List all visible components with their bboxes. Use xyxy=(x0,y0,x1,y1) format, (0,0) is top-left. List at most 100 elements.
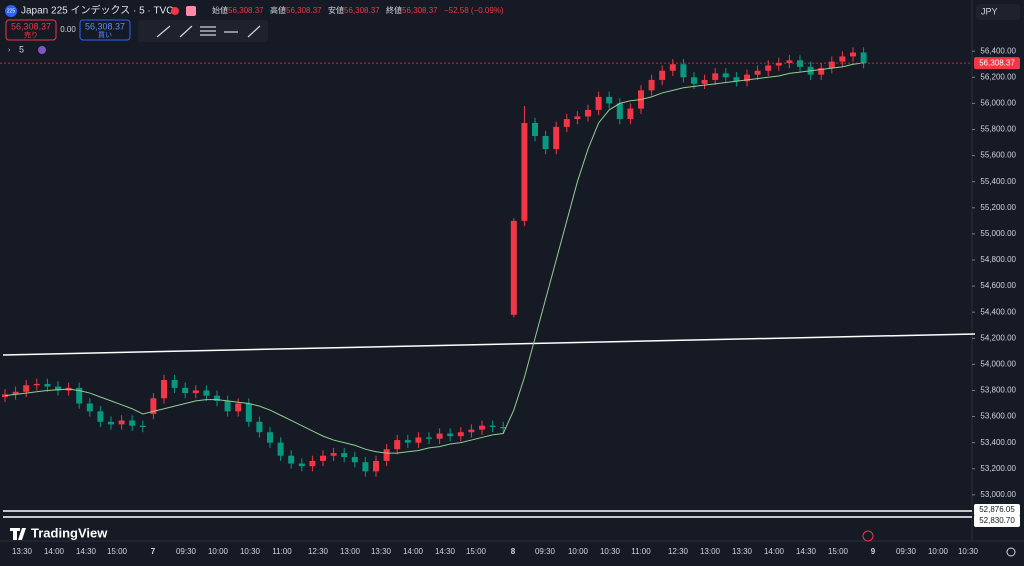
candle-body xyxy=(532,122,538,137)
candle-body xyxy=(235,403,242,412)
candle-body xyxy=(574,116,581,120)
candle-body xyxy=(510,220,517,315)
x-tick-label: 14:30 xyxy=(796,547,817,556)
candle-body xyxy=(606,96,613,104)
candle-body xyxy=(500,427,507,429)
candle-body xyxy=(669,64,676,71)
x-tick-label: 10:30 xyxy=(958,547,979,556)
buy-price: 56,308.37 xyxy=(85,21,125,31)
status-icon xyxy=(186,6,196,16)
price-tag xyxy=(974,504,1020,517)
candle-body xyxy=(404,440,411,443)
ohlc: 始値 56,308.37 高値 56,308.37 安値 56,308.37 終値 56,30… xyxy=(212,5,504,15)
candle-body xyxy=(12,391,19,395)
candle-body xyxy=(648,79,655,91)
interval[interactable]: 5 xyxy=(19,44,24,54)
currency[interactable]: JPY xyxy=(981,6,998,16)
x-tick-label: 15:00 xyxy=(107,547,128,556)
candle-body xyxy=(468,429,475,433)
sell-price: 56,308.37 xyxy=(11,21,51,31)
candle-body xyxy=(33,383,40,386)
y-tick-label: 55,800.00 xyxy=(980,125,1016,134)
candle-body xyxy=(139,425,146,427)
x-tick-label: 14:30 xyxy=(435,547,456,556)
candle-body xyxy=(479,425,485,430)
price-tag xyxy=(974,57,1020,70)
candle-body xyxy=(320,455,326,461)
y-tick-label: 54,200.00 xyxy=(980,333,1016,342)
y-tick-label: 53,000.00 xyxy=(980,490,1016,499)
logo-text: TradingView xyxy=(31,525,108,540)
x-tick-label: 15:00 xyxy=(828,547,849,556)
x-tick-label: 10:00 xyxy=(928,547,949,556)
trendline xyxy=(2,333,976,356)
candle-body xyxy=(489,425,496,427)
candle-body xyxy=(351,457,358,463)
x-tick-label: 10:30 xyxy=(240,547,261,556)
x-tick-label: 9 xyxy=(871,547,876,556)
ohlc-value: 56,308.37 xyxy=(344,6,380,15)
candle-body xyxy=(362,462,369,472)
candle-body xyxy=(161,380,167,399)
x-tick-label: 09:30 xyxy=(535,547,556,556)
ohlc-label: 安値 xyxy=(328,5,344,15)
symbol-icon xyxy=(5,5,17,17)
candle-body xyxy=(563,119,570,127)
y-tick-label: 54,400.00 xyxy=(980,307,1016,316)
y-tick-label: 55,600.00 xyxy=(980,151,1016,160)
x-tick-label: 13:00 xyxy=(340,547,361,556)
ohlc-label: 始値 xyxy=(212,5,228,15)
symbol-title[interactable]: Japan 225 インデックス · 5 · TVC xyxy=(21,4,174,17)
candle-body xyxy=(765,65,772,71)
sell-button[interactable] xyxy=(5,19,57,41)
candle-body xyxy=(457,432,464,437)
candle-body xyxy=(224,400,231,412)
y-tick-label: 55,000.00 xyxy=(980,229,1016,238)
candle-body xyxy=(850,52,856,57)
y-tick-label: 55,400.00 xyxy=(980,177,1016,186)
y-tick-label: 56,000.00 xyxy=(980,98,1016,107)
candle-body xyxy=(797,60,803,67)
x-tick-label: 14:00 xyxy=(44,547,65,556)
buy-button[interactable] xyxy=(79,19,131,41)
candle-body xyxy=(627,108,634,120)
candle-body xyxy=(86,403,93,412)
candle-body xyxy=(659,70,666,80)
spread: 0.00 xyxy=(60,25,76,34)
event-icon[interactable] xyxy=(862,530,874,542)
flag[interactable] xyxy=(171,7,179,15)
y-tick-label: 55,200.00 xyxy=(980,203,1016,212)
candle-body xyxy=(722,73,729,78)
ohlc-value: 56,308.37 xyxy=(228,6,264,15)
price-tag xyxy=(974,514,1020,527)
candle-body xyxy=(267,432,273,443)
candle-body xyxy=(55,386,61,391)
candle-body xyxy=(426,437,432,439)
y-tick-label: 56,400.00 xyxy=(980,46,1016,55)
settings-icon[interactable] xyxy=(1006,547,1016,557)
ohlc-value: 56,308.37 xyxy=(402,6,438,15)
candle-body xyxy=(192,390,199,394)
candle-body xyxy=(309,460,316,467)
y-tick-label: 54,600.00 xyxy=(980,281,1016,290)
x-tick-label: 10:30 xyxy=(600,547,621,556)
buy-label: 買い xyxy=(98,31,112,39)
x-tick-label: 14:00 xyxy=(764,547,785,556)
y-tick-label: 54,000.00 xyxy=(980,359,1016,368)
ohlc-label: 終値 xyxy=(386,5,402,15)
candle-body xyxy=(171,380,178,388)
change: −52.58 (−0.09%) xyxy=(444,6,504,15)
candle-body xyxy=(595,96,602,110)
indicator-icon[interactable] xyxy=(38,46,46,54)
collapse[interactable]: › xyxy=(8,47,11,54)
moving-average xyxy=(4,62,864,454)
currency-box[interactable] xyxy=(976,4,1020,20)
candle-body xyxy=(341,453,348,458)
candle-body xyxy=(415,437,422,443)
candle-body xyxy=(256,421,263,433)
ohlc-value: 56,308.37 xyxy=(286,6,322,15)
tool-icons[interactable] xyxy=(156,25,261,38)
x-tick-label: 10:00 xyxy=(568,547,589,556)
x-tick-label: 12:30 xyxy=(668,547,689,556)
